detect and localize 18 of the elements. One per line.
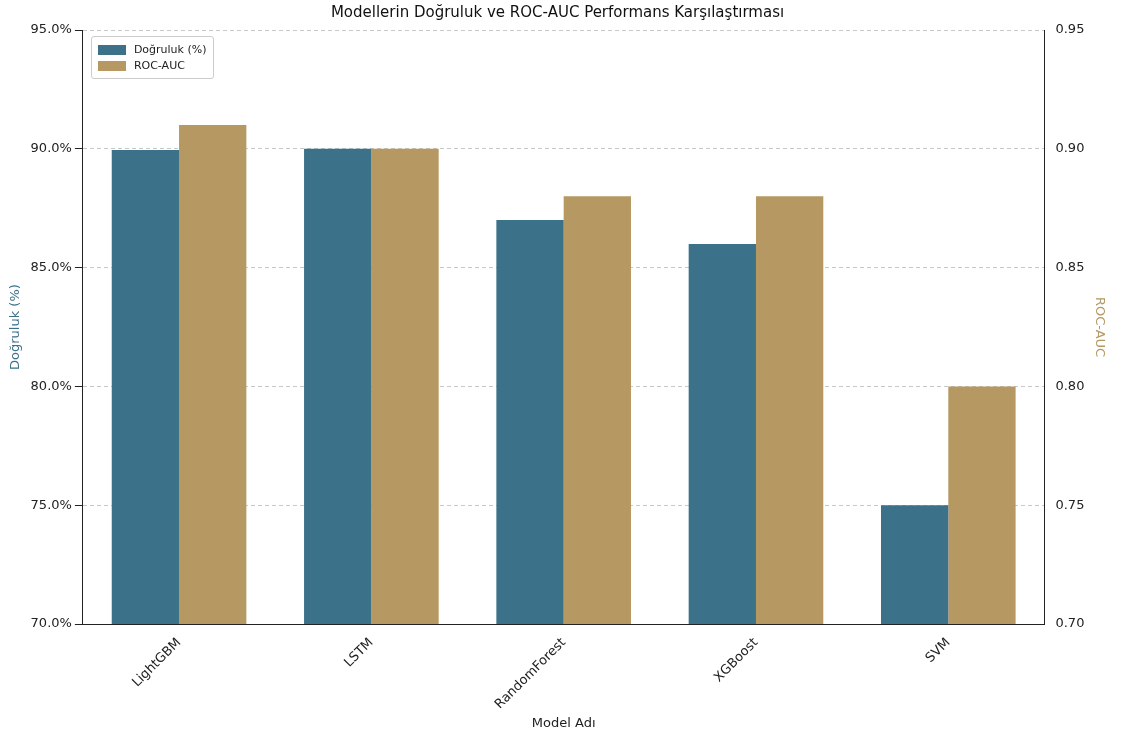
y2-axis-title: ROC-AUC	[1092, 296, 1108, 358]
y2-tick-label: 0.70	[1055, 615, 1085, 631]
y-tick-label: 85.0%	[30, 259, 72, 275]
y-tick-label: 80.0%	[30, 377, 72, 393]
y-axis-title: Doğruluk (%)	[7, 284, 23, 370]
y2-tick-label: 0.80	[1055, 377, 1085, 393]
x-axis-title: Model Adı	[531, 714, 596, 730]
y-tick-label: 95.0%	[30, 21, 72, 37]
y2-tick-label: 0.95	[1055, 21, 1085, 37]
chart-title: Modellerin Doğruluk ve ROC-AUC Performans Karşılaştırması	[330, 2, 785, 21]
y-tick-label: 70.0%	[30, 615, 72, 631]
y-tick-label: 75.0%	[30, 496, 72, 512]
y2-tick-label: 0.85	[1055, 259, 1085, 275]
legend-label: Doğruluk (%)	[133, 43, 207, 56]
y-tick-label: 90.0%	[30, 140, 72, 156]
y2-tick-label: 0.75	[1055, 496, 1085, 512]
y2-tick-label: 0.90	[1055, 140, 1085, 156]
legend-label: ROC-AUC	[133, 59, 185, 72]
